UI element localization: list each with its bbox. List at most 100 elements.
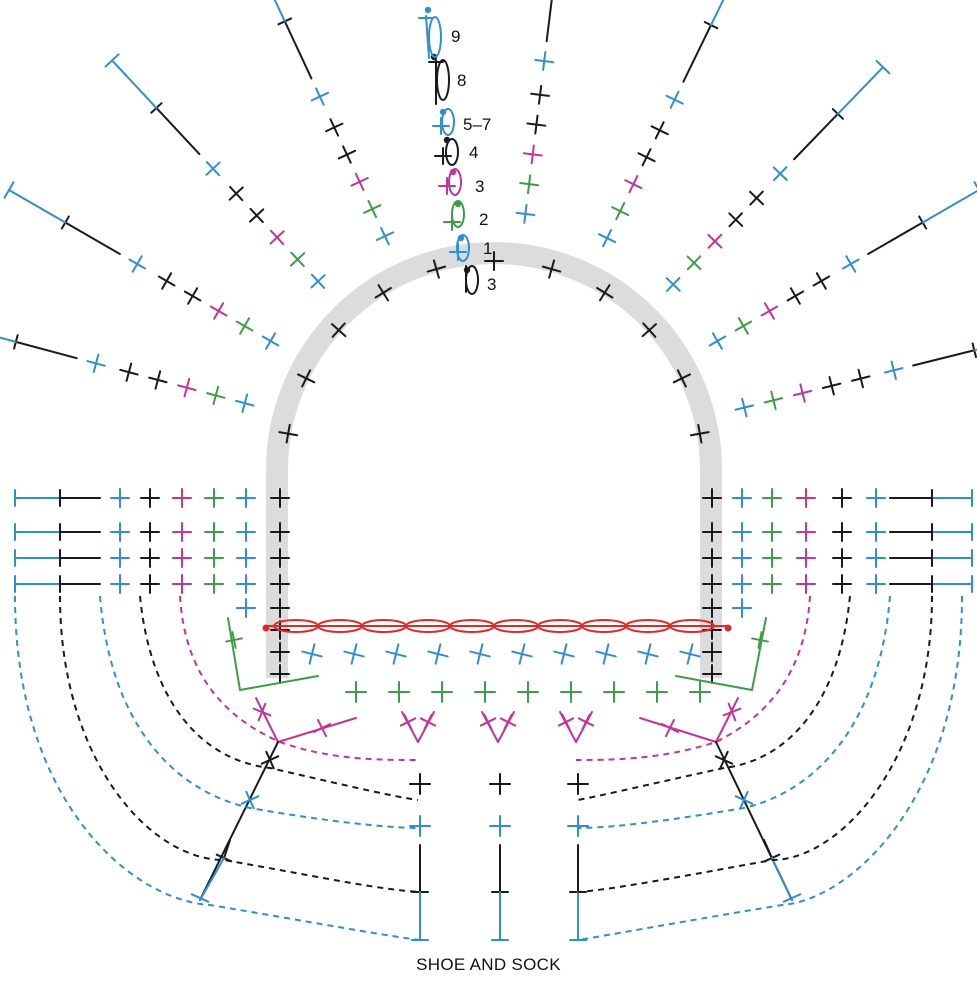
single-crochet-stitch [697,423,703,444]
single-crochet-stitch [269,230,285,245]
stitch-stem [639,717,717,743]
single-crochet-stitch [530,92,550,97]
half-double-crochet-cap [973,181,977,189]
single-crochet-stitch [534,58,555,64]
single-crochet-stitch [239,317,251,335]
single-crochet-stitch [598,233,617,244]
single-crochet-stitch [686,255,702,271]
single-crochet-stitch [285,423,291,444]
single-crochet-stitch [350,176,369,187]
single-crochet-stitch [337,149,357,160]
double-crochet-stem [682,24,712,83]
slip-stitch-dot [463,266,471,274]
single-crochet-stitch [665,277,681,292]
chain-stitch [428,16,442,58]
round-connector [179,595,419,761]
single-crochet-stitch [679,650,701,658]
stitch-stem [425,15,430,59]
double-crochet-stem [793,112,839,161]
chain-stitch [436,59,450,101]
single-crochet-stitch [519,182,540,187]
single-crochet-stitch [515,211,536,217]
row-label-3-top: 3 [475,177,484,196]
single-crochet-stitch [637,152,656,163]
single-crochet-stitch [205,161,221,176]
single-crochet-stitch [522,152,543,157]
single-crochet-stitch [737,317,749,335]
single-crochet-stitch [240,795,260,805]
single-crochet-stitch [624,179,643,190]
single-crochet-stitch [249,208,265,223]
single-crochet-stitch [419,717,437,727]
single-crochet-stitch [714,755,734,765]
chain-stitch [445,138,459,166]
single-crochet-stitch [728,212,744,227]
row-label-8: 8 [457,71,466,90]
row-label-9: 9 [451,27,460,46]
single-crochet-stitch [161,272,173,290]
double-crochet-stem [912,349,976,367]
half-double-crochet-cap [190,893,210,903]
single-crochet-stitch [722,707,742,717]
chain-stitch [669,619,715,633]
slip-stitch-dot [457,234,465,242]
single-crochet-stitch [325,122,344,133]
single-crochet-stitch [399,717,417,727]
single-crochet-stitch [92,353,100,374]
single-crochet-stitch [772,166,788,181]
single-crochet-stitch [225,637,243,643]
stitch-stem [715,697,739,743]
double-crochet-stem [763,839,773,859]
single-crochet-stitch [711,332,723,350]
single-crochet-stitch [426,265,447,273]
slip-stitch-dot [439,108,447,116]
single-crochet-stitch [734,795,754,805]
double-crochet-stem [771,857,793,901]
single-crochet-stitch [154,370,162,390]
single-crochet-stitch [789,287,801,305]
single-crochet-stitch [596,286,614,299]
stitch-stem [675,675,753,691]
foundation-band [266,242,722,678]
single-crochet-stitch [676,369,687,388]
single-crochet-stitch [183,378,191,398]
single-crochet-stitch [290,252,306,267]
half-double-crochet-cap [104,53,120,68]
slip-stitch-dot [443,136,451,144]
double-crochet-stem [155,106,201,156]
double-crochet-stem [836,66,885,115]
single-crochet-stitch [241,393,249,413]
single-crochet-stitch [310,274,326,289]
double-crochet-stem [199,857,225,901]
single-crochet-stitch [770,390,777,411]
single-crochet-stitch [541,265,562,273]
double-crochet-stem [223,839,231,859]
round-connector [577,595,963,941]
round-connector [99,595,421,829]
slip-stitch-dot [449,168,457,176]
single-crochet-stitch [265,332,277,350]
half-double-crochet-cap [875,59,891,75]
single-crochet-stitch [741,397,748,418]
single-crochet-stitch [577,717,595,727]
single-crochet-stitch [642,322,657,338]
single-crochet-stitch [228,186,244,201]
single-crochet-stitch [212,385,220,406]
single-crochet-stitch [553,650,575,658]
round-connector [59,595,421,893]
double-crochet-stem [273,0,286,23]
slip-stitch-dot [424,6,432,14]
single-crochet-stitch [499,717,517,727]
half-double-crochet-cap [3,181,15,199]
single-crochet-stitch [374,286,392,299]
single-crochet-stitch [385,650,407,658]
single-crochet-stitch [665,94,684,105]
round-connector [577,595,891,829]
diagram-caption: SHOE AND SOCK [416,955,561,974]
double-crochet-stem [867,221,924,255]
single-crochet-stitch [479,717,497,727]
single-crochet-stitch [301,369,312,388]
row-label-3-bottom: 3 [487,275,496,294]
single-crochet-stitch [845,255,857,273]
single-crochet-stitch [260,755,280,765]
